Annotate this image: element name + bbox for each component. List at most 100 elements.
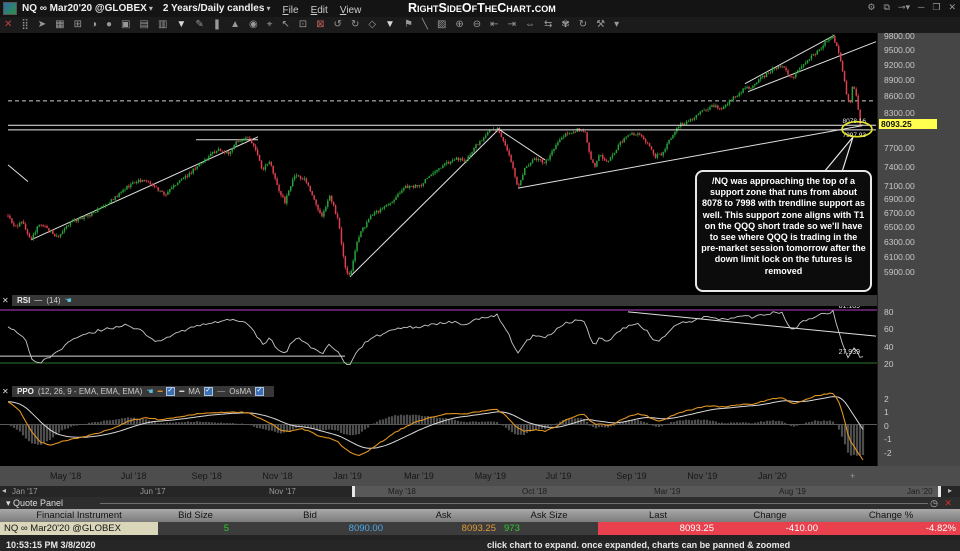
ppo-plot[interactable] xyxy=(0,385,877,465)
ppo-checkbox[interactable] xyxy=(166,386,176,396)
menu-view[interactable]: View xyxy=(339,4,362,16)
support-highlight-ellipse xyxy=(841,120,873,138)
rsi-line xyxy=(7,309,864,366)
snapshot-icon[interactable]: ✾ xyxy=(561,19,570,30)
timeframe-dropdown-icon[interactable]: ▾ xyxy=(266,4,271,13)
range-scrollbar[interactable]: Jan '17 Jun '17 Nov '17 May '18 Oct '18 Mar '… xyxy=(0,486,960,497)
globe-icon[interactable]: ◉ xyxy=(249,19,258,30)
grid-icon[interactable]: ▦ xyxy=(55,19,65,30)
ask-size-cell[interactable]: 973 xyxy=(504,523,520,534)
hand-cursor-icon[interactable]: ☚ xyxy=(64,296,72,305)
time-axis[interactable]: May '18 Jul '18 Sep '18 Nov '18 Jan '19 Mar '… xyxy=(0,466,960,486)
redo-icon[interactable]: ↻ xyxy=(350,19,360,30)
bid-cell[interactable]: 8090.00 xyxy=(348,523,383,534)
area-chart-icon[interactable]: ▲ xyxy=(230,19,240,30)
range-label: Mar '19 xyxy=(654,487,681,496)
window-controls: ⚙ ⧉ ⊸▾ ─ ❒ ✕ xyxy=(867,2,956,13)
rsi-close-button[interactable]: ✕ xyxy=(2,296,9,305)
shift-icon[interactable]: ⇆ xyxy=(543,19,553,30)
fit-width-icon[interactable]: ⇔ xyxy=(524,19,535,30)
quote-panel-close-icon[interactable]: ✕ xyxy=(944,498,952,508)
filter-triangle-icon[interactable]: ▼ xyxy=(176,19,187,30)
quote-column-header[interactable]: Bid Size xyxy=(178,510,213,521)
pointer-icon[interactable]: ↖ xyxy=(281,19,290,30)
caret-down-icon[interactable]: ▾ xyxy=(614,19,620,30)
timeframe-selector[interactable]: 2 Years/Daily candles xyxy=(162,3,265,14)
scroll-right-arrow[interactable]: ▸ xyxy=(948,486,953,495)
change-pct-cell[interactable]: -4.82% xyxy=(822,522,960,535)
hand-cursor-icon[interactable]: ☚ xyxy=(146,387,154,396)
circle-icon[interactable]: ● xyxy=(106,19,113,30)
bid-size-cell[interactable]: 5 xyxy=(223,523,229,534)
pan-grid-icon[interactable]: ⣿ xyxy=(21,19,29,30)
layout-cols-icon[interactable]: ▥ xyxy=(157,19,168,30)
zoom-out-icon[interactable]: ⊖ xyxy=(472,19,482,30)
range-handle-right[interactable] xyxy=(938,486,941,497)
image-icon[interactable]: ▣ xyxy=(121,19,131,30)
ppo-axis-label: 1 xyxy=(884,407,889,417)
draw-arrow-icon[interactable]: ➤ xyxy=(37,19,47,30)
quote-column-header[interactable]: Change % xyxy=(868,510,914,521)
crosshair-icon[interactable]: ⌖ xyxy=(266,19,273,30)
pin-icon[interactable]: ⊸▾ xyxy=(897,2,910,12)
pie-icon[interactable]: ◑ xyxy=(90,19,97,30)
quote-column-header[interactable]: Bid xyxy=(303,510,317,521)
time-axis-label: Jul '19 xyxy=(545,471,572,481)
ppo-close-button[interactable]: ✕ xyxy=(2,387,9,396)
callout-pointer xyxy=(822,136,854,173)
instrument-cell[interactable]: NQ ∞ Mar20'20 @GLOBEX xyxy=(0,522,158,535)
link-icon[interactable]: ⧉ xyxy=(883,2,890,12)
minimize-icon[interactable]: ─ xyxy=(917,2,925,12)
close-chart-icon[interactable]: ✕ xyxy=(4,19,13,30)
gear-icon[interactable]: ⚙ xyxy=(867,2,876,12)
trendline-tool-icon[interactable]: ╲ xyxy=(421,19,428,30)
menu-file[interactable]: File xyxy=(282,4,299,16)
rsi-value-label: 81.189 xyxy=(839,306,861,310)
rsi-plot[interactable]: 81.189 27.939 xyxy=(0,306,877,385)
symbol-dropdown-icon[interactable]: ▾ xyxy=(148,4,153,13)
range-scrollbar-selection[interactable] xyxy=(352,486,941,497)
text-note-icon[interactable]: ⊡ xyxy=(298,19,308,30)
undo-icon[interactable]: ↺ xyxy=(333,19,342,30)
status-timestamp: 10:53:15 PM 3/8/2020 xyxy=(6,540,96,550)
range-handle-left[interactable] xyxy=(352,486,355,497)
wrench-icon[interactable]: ⚒ xyxy=(596,19,606,30)
refresh-icon[interactable]: ↻ xyxy=(578,19,588,30)
scroll-left-arrow[interactable]: ◂ xyxy=(2,486,7,495)
layout-rows-icon[interactable]: ▤ xyxy=(139,19,149,30)
zoom-in-icon[interactable]: ⊕ xyxy=(455,19,464,30)
maximize-icon[interactable]: ❒ xyxy=(932,2,941,12)
quote-column-header[interactable]: Ask Size xyxy=(530,510,568,521)
symbol-selector[interactable]: NQ ∞ Mar20'20 @GLOBEX xyxy=(22,3,147,14)
quote-column-header[interactable]: Financial Instrument xyxy=(36,510,122,521)
clock-icon[interactable]: ◷ xyxy=(930,498,938,508)
quote-column-header[interactable]: Last xyxy=(649,510,667,521)
divider xyxy=(100,503,928,504)
close-icon[interactable]: ✕ xyxy=(948,2,956,12)
quote-column-header[interactable]: Ask xyxy=(435,510,452,521)
price-axis[interactable]: 9800.00 9500.00 9200.00 8900.00 8600.00 8300.… xyxy=(877,31,960,466)
quote-row[interactable]: NQ ∞ Mar20'20 @GLOBEX 5 8090.00 8093.25 973 8… xyxy=(0,522,960,535)
quote-panel-title[interactable]: ▾ Quote Panel xyxy=(6,498,64,508)
quote-panel-header: ▾ Quote Panel ◷ ✕ xyxy=(0,497,960,509)
quote-column-header[interactable]: Change xyxy=(753,510,787,521)
pan-left-icon[interactable]: ⇤ xyxy=(490,19,499,30)
filter2-triangle-icon[interactable]: ▼ xyxy=(385,19,395,30)
hatch-icon[interactable]: ▨ xyxy=(436,19,447,30)
text-note-red-icon[interactable]: ⊠ xyxy=(316,19,325,30)
osma-checkbox[interactable] xyxy=(255,386,265,396)
range-label: Jun '17 xyxy=(140,487,166,496)
rsi-params: (14) xyxy=(46,296,61,305)
pan-right-icon[interactable]: ⇥ xyxy=(507,19,516,30)
polygon-icon[interactable]: ◇ xyxy=(368,19,377,30)
pencil-icon[interactable]: ✎ xyxy=(195,19,204,30)
ma-checkbox[interactable] xyxy=(204,386,214,396)
volume-bars-icon[interactable]: ❚ xyxy=(212,19,222,30)
change-cell[interactable]: -410.00 xyxy=(718,522,822,535)
ask-cell[interactable]: 8093.25 xyxy=(461,523,496,534)
print-icon[interactable]: ⊞ xyxy=(73,19,82,30)
last-cell[interactable]: 8093.25 xyxy=(598,522,718,535)
flag-icon[interactable]: ⚑ xyxy=(403,19,413,30)
menu-edit[interactable]: Edit xyxy=(310,4,328,16)
